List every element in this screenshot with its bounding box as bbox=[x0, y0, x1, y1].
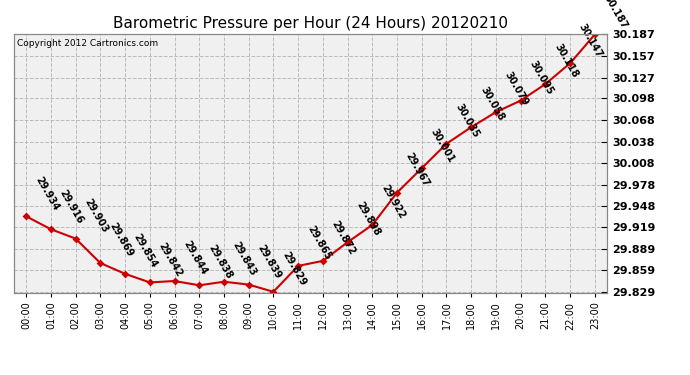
Text: 29.903: 29.903 bbox=[83, 197, 110, 234]
Point bbox=[293, 263, 304, 269]
Text: 29.922: 29.922 bbox=[380, 183, 406, 221]
Text: 29.842: 29.842 bbox=[157, 241, 184, 278]
Point bbox=[317, 258, 328, 264]
Title: Barometric Pressure per Hour (24 Hours) 20120210: Barometric Pressure per Hour (24 Hours) … bbox=[113, 16, 508, 31]
Text: 30.035: 30.035 bbox=[453, 102, 481, 140]
Point bbox=[564, 60, 575, 66]
Text: 30.147: 30.147 bbox=[577, 22, 604, 59]
Point bbox=[46, 226, 57, 232]
Text: 30.079: 30.079 bbox=[503, 70, 531, 108]
Point bbox=[21, 213, 32, 219]
Point bbox=[441, 141, 452, 147]
Point bbox=[119, 271, 130, 277]
Point bbox=[589, 32, 600, 38]
Point bbox=[540, 81, 551, 87]
Text: 29.869: 29.869 bbox=[107, 221, 135, 259]
Text: 29.843: 29.843 bbox=[231, 240, 258, 278]
Text: 29.934: 29.934 bbox=[33, 175, 61, 212]
Text: Copyright 2012 Cartronics.com: Copyright 2012 Cartronics.com bbox=[17, 39, 158, 48]
Text: 29.865: 29.865 bbox=[305, 224, 333, 262]
Text: 29.916: 29.916 bbox=[58, 188, 86, 225]
Point bbox=[70, 236, 81, 242]
Point bbox=[169, 278, 180, 284]
Text: 29.872: 29.872 bbox=[330, 219, 357, 257]
Text: 30.187: 30.187 bbox=[602, 0, 629, 30]
Text: 30.058: 30.058 bbox=[478, 86, 506, 123]
Point bbox=[243, 282, 254, 288]
Point bbox=[515, 98, 526, 104]
Text: 29.854: 29.854 bbox=[132, 232, 159, 270]
Point bbox=[466, 124, 477, 130]
Text: 29.839: 29.839 bbox=[255, 243, 283, 280]
Point bbox=[491, 109, 502, 115]
Text: 30.001: 30.001 bbox=[428, 126, 456, 164]
Point bbox=[95, 260, 106, 266]
Point bbox=[416, 165, 427, 171]
Point bbox=[342, 239, 353, 245]
Text: 30.095: 30.095 bbox=[528, 59, 555, 96]
Point bbox=[367, 222, 378, 228]
Point bbox=[194, 282, 205, 288]
Text: 29.967: 29.967 bbox=[404, 151, 431, 188]
Text: 29.838: 29.838 bbox=[206, 243, 234, 281]
Point bbox=[219, 279, 230, 285]
Text: 30.118: 30.118 bbox=[552, 42, 580, 80]
Text: 29.898: 29.898 bbox=[355, 200, 382, 238]
Point bbox=[268, 289, 279, 295]
Point bbox=[144, 279, 155, 285]
Text: 29.829: 29.829 bbox=[280, 250, 308, 288]
Point bbox=[391, 190, 402, 196]
Text: 29.844: 29.844 bbox=[181, 239, 209, 277]
